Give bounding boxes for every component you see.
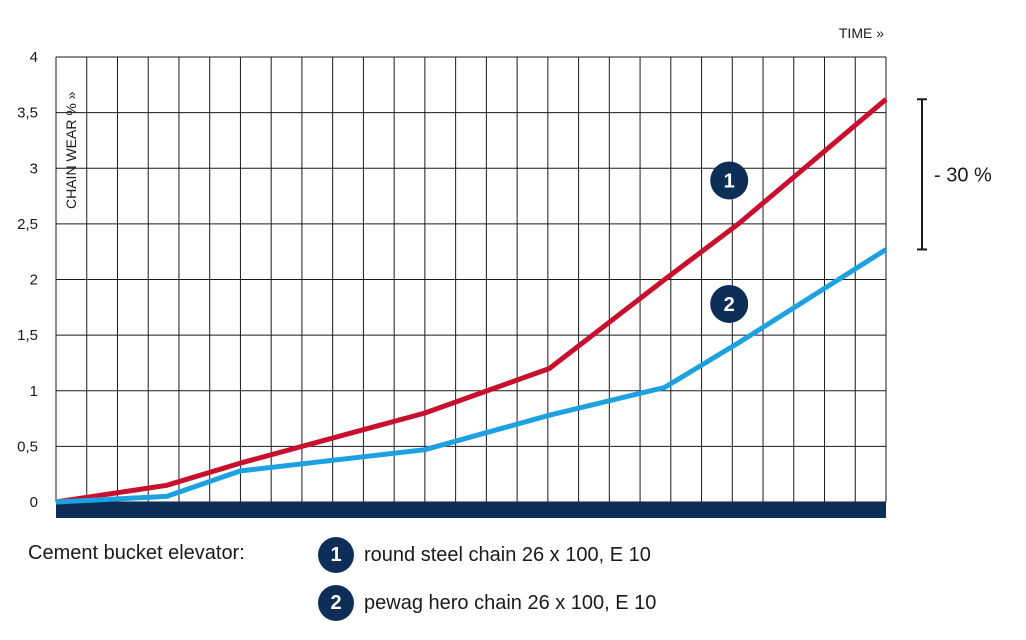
x-axis-label: TIME » xyxy=(839,25,884,41)
chain-wear-chart: 00,511,522,533,54 12 TIME » CHAIN WEAR %… xyxy=(17,25,992,518)
y-tick-label: 2 xyxy=(30,272,38,289)
y-tick-label: 0 xyxy=(30,494,38,511)
marker-number: 2 xyxy=(724,294,735,316)
legend-item-2: 2 pewag hero chain 26 x 100, E 10 xyxy=(318,584,656,622)
y-tick-label: 4 xyxy=(30,49,38,66)
series-markers: 12 xyxy=(710,161,749,323)
reduction-annotation: - 30 % xyxy=(917,98,992,251)
series-line-1 xyxy=(55,97,888,505)
y-tick-label: 1,5 xyxy=(17,327,38,344)
y-tick-label: 0,5 xyxy=(17,438,38,455)
baseline-bar xyxy=(56,502,886,518)
y-tick-label: 2,5 xyxy=(17,216,38,233)
legend: Cement bucket elevator: 1 round steel ch… xyxy=(28,536,788,632)
legend-marker-2: 2 xyxy=(318,585,354,621)
series-marker-2: 2 xyxy=(710,284,749,323)
legend-label-1: round steel chain 26 x 100, E 10 xyxy=(364,543,651,566)
series-line-2 xyxy=(55,247,888,505)
series-lines xyxy=(55,97,888,505)
legend-title: Cement bucket elevator: xyxy=(28,542,245,564)
y-tick-label: 1 xyxy=(30,383,38,400)
legend-item-1: 1 round steel chain 26 x 100, E 10 xyxy=(318,536,651,574)
reduction-label: - 30 % xyxy=(934,164,992,186)
y-tick-label: 3,5 xyxy=(17,105,38,122)
y-axis-label: CHAIN WEAR % » xyxy=(63,91,79,209)
marker-number: 1 xyxy=(724,170,735,192)
y-axis-ticks: 0 0,5 1 1,5 2 2,5 3 3,5 4 xyxy=(17,49,38,511)
marker-circle xyxy=(710,161,749,200)
legend-marker-1: 1 xyxy=(318,537,354,573)
y-tick-label: 3 xyxy=(30,160,38,177)
marker-circle xyxy=(710,284,749,323)
legend-label-2: pewag hero chain 26 x 100, E 10 xyxy=(364,591,657,614)
series-marker-1: 1 xyxy=(710,161,749,200)
